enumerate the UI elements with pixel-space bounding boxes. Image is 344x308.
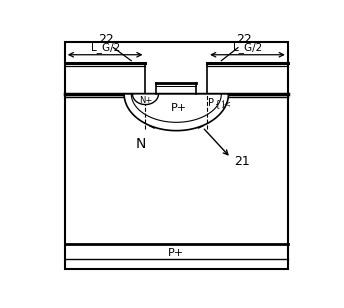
Text: N+: N+	[139, 96, 152, 105]
Text: P: P	[208, 98, 214, 108]
Text: }: }	[220, 100, 225, 107]
Text: 21: 21	[234, 155, 250, 168]
Polygon shape	[124, 94, 228, 131]
Text: L_G/2: L_G/2	[90, 42, 120, 53]
Text: {: {	[214, 99, 220, 108]
Text: N: N	[136, 137, 146, 151]
Text: L_W: L_W	[166, 112, 187, 123]
Text: P+: P+	[171, 103, 187, 113]
Text: 22: 22	[236, 34, 252, 47]
Text: P+: P+	[168, 248, 184, 258]
Polygon shape	[132, 94, 159, 104]
Text: L_G/2: L_G/2	[233, 42, 262, 53]
Text: |<: |<	[222, 100, 230, 109]
Text: 22: 22	[98, 34, 114, 47]
